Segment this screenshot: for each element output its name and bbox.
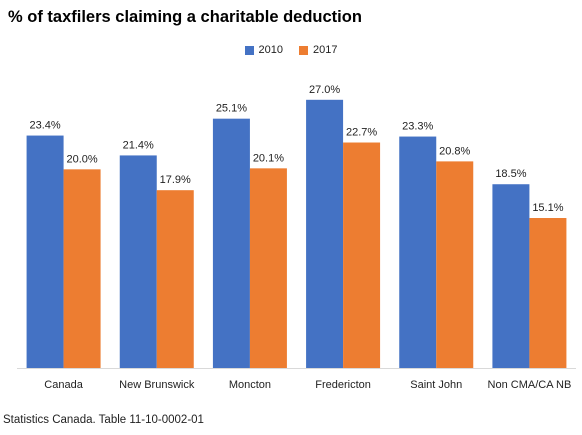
category-label-0: Canada	[44, 379, 83, 391]
legend-swatch-2017	[299, 45, 308, 55]
bar-2017-5	[529, 218, 567, 368]
bar-2010-3	[306, 99, 344, 369]
bar-2010-0	[26, 135, 64, 368]
category-label-1: New Brunswick	[119, 379, 195, 391]
data-label-2010-5: 18.5%	[495, 168, 526, 180]
data-label-2010-1: 21.4%	[123, 139, 154, 151]
category-label-3: Fredericton	[315, 379, 371, 391]
bar-2017-3	[343, 142, 381, 368]
bar-2017-1	[156, 190, 194, 368]
source-note: Statistics Canada. Table 11-10-0002-01	[3, 414, 204, 426]
chart-title: % of taxfilers claiming a charitable ded…	[8, 8, 362, 26]
legend-label-2010: 2010	[258, 44, 283, 56]
legend-label-2017: 2017	[313, 44, 338, 56]
legend-item-2017: 2017	[299, 44, 337, 56]
category-label-4: Saint John	[410, 379, 462, 391]
bar-2010-4	[399, 136, 437, 368]
data-label-2010-0: 23.4%	[29, 120, 60, 132]
data-label-2017-4: 20.8%	[439, 145, 470, 157]
data-label-2017-2: 20.1%	[253, 152, 284, 164]
category-label-2: Moncton	[229, 379, 271, 391]
data-label-2017-3: 22.7%	[346, 127, 377, 139]
data-label-2017-5: 15.1%	[532, 202, 563, 214]
legend-swatch-2010	[244, 45, 254, 55]
data-label-2017-0: 20.0%	[66, 153, 97, 165]
bar-2017-4	[436, 161, 474, 368]
bar-2010-5	[492, 184, 530, 368]
data-label-2010-2: 25.1%	[216, 103, 247, 115]
bar-2010-2	[212, 118, 250, 368]
legend-item-2010: 2010	[244, 44, 283, 56]
data-label-2010-4: 23.3%	[402, 121, 433, 133]
data-label-2010-3: 27.0%	[309, 84, 340, 96]
bar-2017-0	[63, 169, 101, 368]
data-label-2017-1: 17.9%	[160, 174, 191, 186]
chart-legend: 2010 2017	[0, 44, 582, 56]
bar-2010-1	[119, 155, 157, 368]
category-label-5: Non CMA/CA NB	[488, 379, 572, 391]
bar-2017-2	[249, 168, 287, 368]
